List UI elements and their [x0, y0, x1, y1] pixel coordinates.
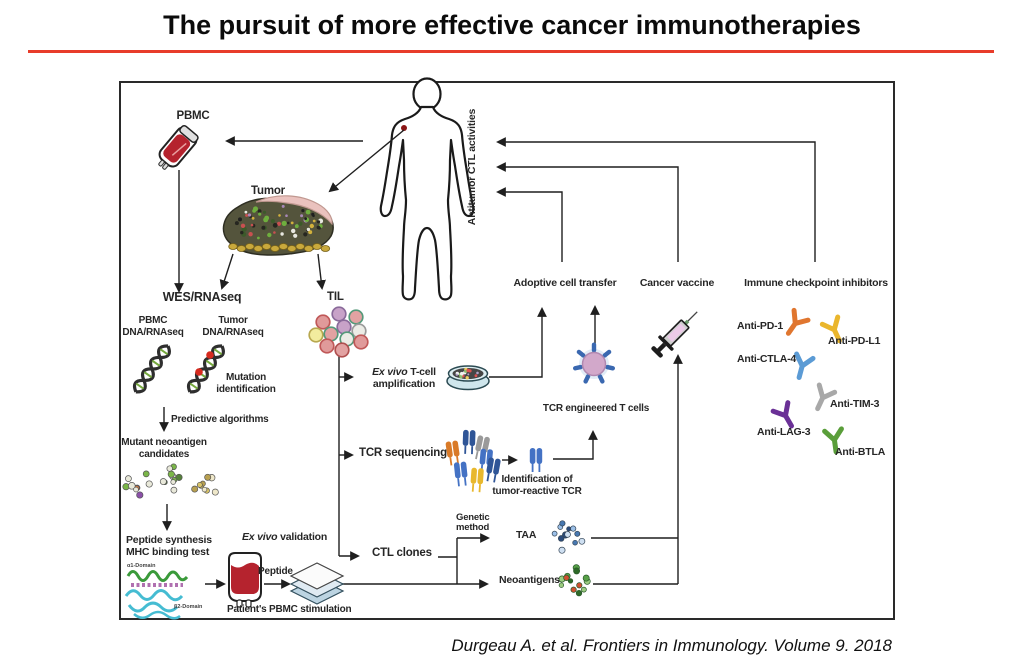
anti-pdl1-label: Anti-PD-L1: [828, 335, 881, 347]
anti-ctla4-icon: [794, 351, 816, 380]
mutation-identification-label: Mutation identification: [216, 372, 276, 395]
tcr-sequencing-label: TCR sequencing: [359, 447, 447, 459]
anti-lag3-icon: [770, 400, 794, 429]
checkpoint-inhibitors-label: Immune checkpoint inhibitors: [744, 277, 888, 289]
petri-dish-icon: [446, 365, 490, 391]
blood-bag-icon: [228, 552, 262, 608]
alpha-domain-label: α1-Domain: [127, 563, 156, 569]
tumor-label: Tumor: [251, 185, 285, 197]
anti-tim3-label: Anti-TIM-3: [830, 398, 880, 410]
beta-domain-label: β2-Domain: [174, 604, 203, 610]
tumor-dna-helix-icon: [183, 341, 229, 397]
mhc-protein-icon: α1-Domain β2-Domain: [124, 563, 203, 620]
anti-pd1-label: Anti-PD-1: [737, 320, 784, 332]
neo-mol-icon: [558, 564, 591, 597]
anti-pd1-icon: [785, 307, 811, 336]
anti-tim3-icon: [815, 382, 838, 412]
identification-tcr-label: Identification of tumor-reactive TCR: [492, 474, 582, 497]
tumor-icon: [222, 195, 334, 256]
adoptive-cell-transfer-label: Adoptive cell transfer: [513, 277, 617, 289]
ex-vivo-validation-label: Ex vivo validation: [242, 531, 328, 543]
antitumor-ctl-axis-label: Antitumor CTL activities: [466, 108, 478, 226]
pbmc-tube-icon: [158, 124, 199, 170]
taa-mol-icon: [551, 520, 586, 554]
mutant-neoantigen-label: Mutant neoantigen candidates: [121, 437, 207, 460]
genetic-method-label: Genetic method: [456, 512, 490, 533]
peptide-synthesis-label: Peptide synthesis MHC binding test: [126, 534, 212, 559]
citation: Durgeau A. et al. Frontiers in Immunolog…: [451, 636, 892, 655]
peptide-label: Peptide: [258, 566, 293, 577]
tumor-site-dot: [401, 125, 407, 131]
selected-tcr-icon: [528, 447, 544, 473]
tumor-dna-label: Tumor DNA/RNAseq: [202, 315, 264, 338]
engineered-tcell-icon: [572, 342, 616, 384]
cancer-vaccine-label: Cancer vaccine: [639, 277, 715, 289]
ex-vivo-amplification-label: Ex vivo T-cell amplification: [372, 366, 436, 391]
anti-pdl1-icon: [819, 314, 842, 344]
patient-body-icon: [379, 77, 475, 301]
page-title: The pursuit of more effective cancer imm…: [163, 10, 861, 40]
syringe-icon: [651, 311, 698, 358]
pbmc-label: PBMC: [176, 110, 210, 122]
ctl-clones-label: CTL clones: [372, 547, 432, 559]
figure-frame: [119, 81, 895, 620]
flow-lines: [159, 129, 816, 589]
title-underline: [28, 50, 994, 53]
anti-btla-label: Anti-BTLA: [835, 446, 886, 458]
neoantigens-label: Neoantigens: [499, 574, 560, 586]
pbmc-dna-label: PBMC DNA/RNAseq: [122, 315, 184, 338]
antibody-icons: [770, 307, 844, 455]
til-label: TIL: [327, 291, 344, 303]
peptide-plate-stack-icon: [289, 562, 345, 605]
taa-label: TAA: [516, 529, 537, 541]
til-cells-icon: [308, 306, 369, 358]
pbmc-dna-helix-icon: [129, 341, 175, 397]
anti-lag3-label: Anti-LAG-3: [757, 426, 811, 438]
patient-pbmc-stimulation-label: Patient's PBMC stimulation: [227, 604, 352, 615]
tcr-engineered-label: TCR engineered T cells: [542, 403, 650, 414]
anti-ctla4-label: Anti-CTLA-4: [737, 353, 797, 365]
wes-rnaseq-label: WES/RNAseq: [162, 290, 242, 304]
anti-btla-icon: [822, 426, 844, 455]
neoantigen-molecules-icon: [122, 463, 219, 499]
predictive-algorithms-label: Predictive algorithms: [171, 414, 269, 425]
